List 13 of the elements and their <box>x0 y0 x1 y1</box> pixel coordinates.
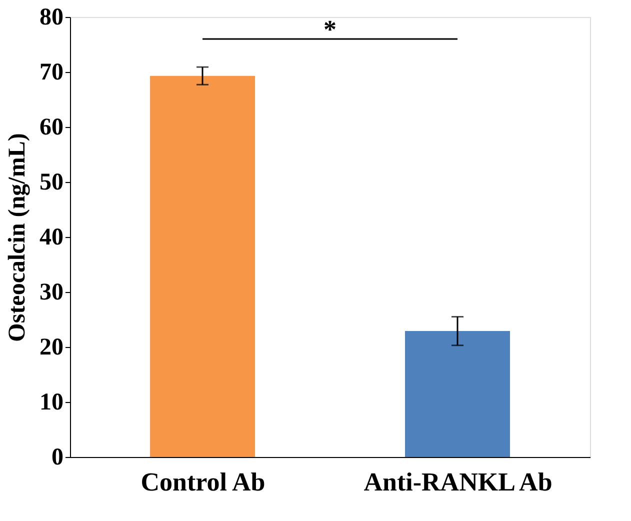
x-tick-label: Control Ab <box>140 468 266 496</box>
y-tick-label: 10 <box>40 390 64 416</box>
annotation: * <box>324 15 336 44</box>
y-tick-label: 40 <box>40 224 64 250</box>
x-tick-label: Anti-RANKL Ab <box>364 468 552 496</box>
y-tick-label: 70 <box>40 60 64 86</box>
y-tick-label: 30 <box>40 280 64 306</box>
y-axis-title: Osteocalcin (ng/mL) <box>4 133 30 342</box>
y-tick-label: 0 <box>52 444 64 470</box>
y-tick-label: 80 <box>40 4 64 30</box>
y-tick-label: 20 <box>40 334 64 360</box>
y-tick-label: 60 <box>40 114 64 140</box>
y-tick-label: 50 <box>40 170 64 196</box>
